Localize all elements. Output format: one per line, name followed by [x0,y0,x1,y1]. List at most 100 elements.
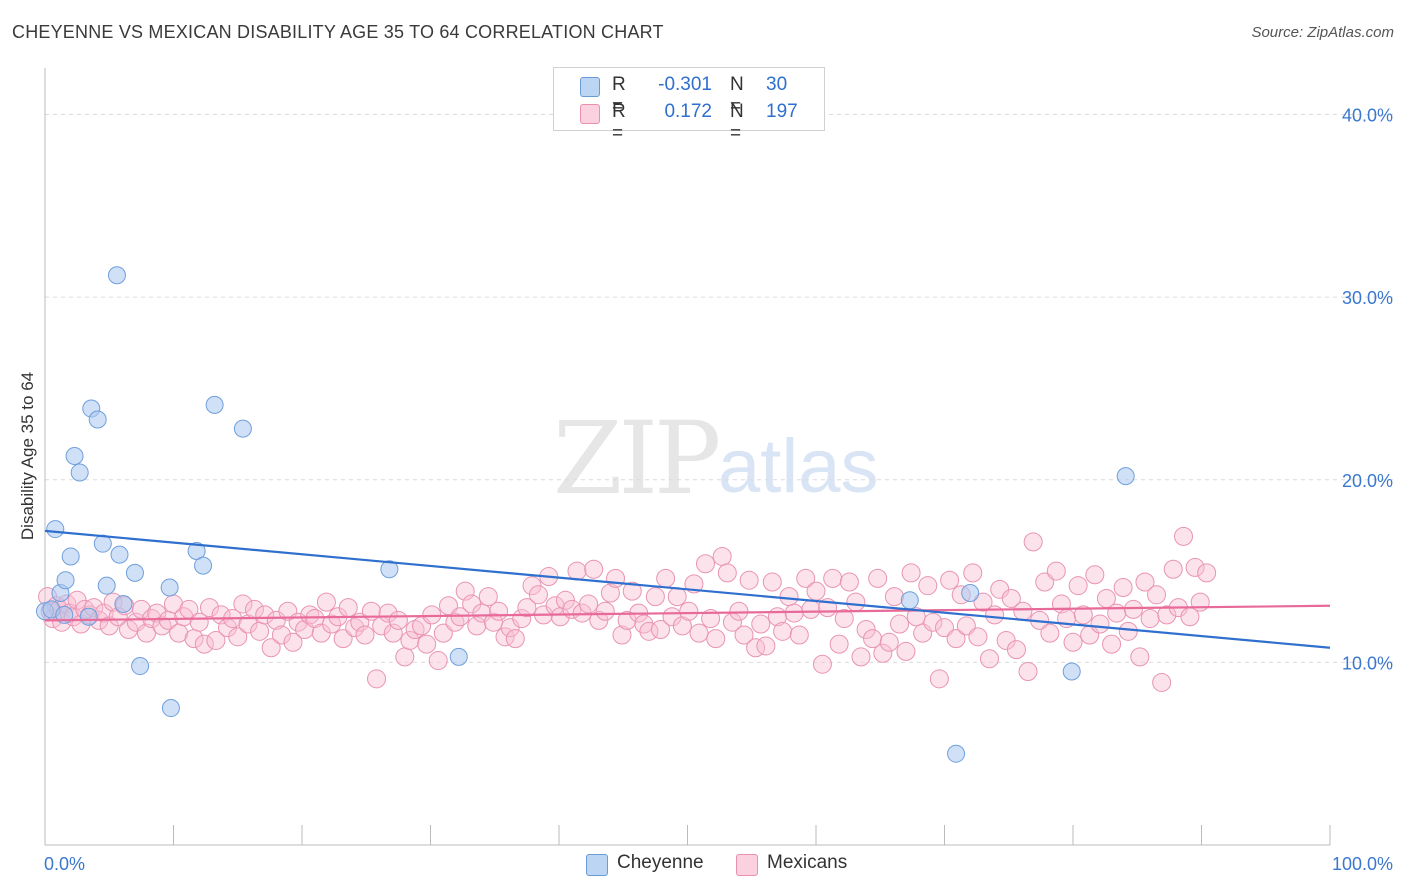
y-tick-label: 30.0% [1342,288,1393,308]
mexicans-point [851,647,871,667]
source-label: Source: ZipAtlas.com [1251,24,1394,41]
mexicans-point [829,634,849,654]
cheyenne-trendline [44,529,1331,649]
mexicans-point [1085,565,1105,585]
mexicans-point [1018,662,1038,682]
mexicans-point [1073,605,1093,625]
mexicans-point [505,629,525,649]
cheyenne-point [449,647,468,666]
legend-n-value: 30 [766,74,788,95]
mexicans-point [622,581,642,601]
y-tick-label: 40.0% [1342,106,1393,126]
mexicans-point [333,629,353,649]
mexicans-legend-label: Mexicans [767,852,848,873]
mexicans-point [846,592,866,612]
mexicans-point [1157,605,1177,625]
mexicans-point [455,581,475,601]
mexicans-point [199,598,219,618]
mexicans-point [152,616,172,636]
mexicans-point [879,632,899,652]
cheyenne-point [56,571,75,590]
mexicans-point [567,561,587,581]
mexicans-point [489,601,509,621]
cheyenne-point [947,744,966,763]
mexicans-point [645,587,665,607]
cheyenne-point [194,556,213,575]
mexicans-point [812,654,832,674]
mexicans-point [651,620,671,640]
mexicans-point [1123,599,1143,619]
mexicans-point [1035,572,1055,592]
mexicans-point [684,574,704,594]
chart-title: CHEYENNE VS MEXICAN DISABILITY AGE 35 TO… [12,22,664,42]
cheyenne-point [380,560,399,579]
legend-r-value: -0.301 [658,74,712,95]
mexicans-point [734,625,754,645]
mexicans-point [712,546,732,566]
mexicans-point [929,669,949,689]
mexicans-point [973,592,993,612]
cheyenne-point [46,520,65,539]
mexicans-point [255,605,275,625]
mexicans-point [1023,532,1043,552]
mexicans-point [896,641,916,661]
mexicans-point [1102,634,1122,654]
mexicans-point [1135,572,1155,592]
mexicans-point [584,559,604,579]
mexicans-swatch [580,104,600,124]
mexicans-point [918,576,938,596]
cheyenne-point [233,419,252,438]
mexicans-point [137,623,157,643]
mexicans-point [667,587,687,607]
mexicans-point [1197,563,1217,583]
mexicans-point [796,568,816,588]
mexicans-point [968,627,988,647]
mexicans-point [717,563,737,583]
mexicans-point [316,592,336,612]
mexicans-point [784,603,804,623]
mexicans-point [595,601,615,621]
mexicans-point [250,621,270,641]
x-tick-label: 0.0% [44,854,85,874]
cheyenne-point [97,576,116,595]
mexicans-point [261,638,281,658]
legend-r-label: R = [612,101,626,144]
mexicans-point [1152,672,1172,692]
mexicans-point [428,651,448,671]
mexicans-point [355,625,375,645]
cheyenne-point [125,563,144,582]
cheyenne-point [1062,662,1081,681]
mexicans-point [823,568,843,588]
mexicans-point [901,563,921,583]
cheyenne-point [110,545,129,564]
mexicans-point [946,629,966,649]
mexicans-legend-swatch [736,854,758,876]
mexicans-point [762,572,782,592]
mexicans-point [979,649,999,669]
mexicans-point [1190,592,1210,612]
cheyenne-point [160,578,179,597]
mexicans-point [679,601,699,621]
mexicans-point [206,630,226,650]
mexicans-point [1068,576,1088,596]
mexicans-point [1090,614,1110,634]
mexicans-point [283,632,303,652]
mexicans-point [1118,621,1138,641]
mexicans-point [963,563,983,583]
mexicans-point [839,572,859,592]
cheyenne-point [961,583,980,602]
mexicans-point [405,620,425,640]
mexicans-point [739,570,759,590]
watermark-atlas: atlas [718,424,879,509]
cheyenne-legend-label: Cheyenne [617,852,704,873]
cheyenne-point [79,607,98,626]
cheyenne-point [61,547,80,566]
y-tick-label: 20.0% [1342,471,1393,491]
cheyenne-point [114,594,133,613]
mexicans-point [478,587,498,607]
mexicans-point [528,585,548,605]
mexicans-point [345,618,365,638]
mexicans-point [228,627,248,647]
mexicans-point [1063,632,1083,652]
